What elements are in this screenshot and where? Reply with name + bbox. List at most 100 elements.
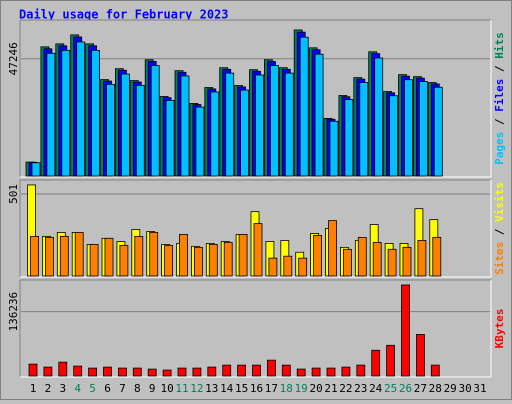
bar xyxy=(223,242,233,277)
bar xyxy=(193,246,203,277)
x-tick-label: 3 xyxy=(59,382,66,395)
y-tick-label: 136236 xyxy=(7,292,20,332)
bar xyxy=(61,50,71,177)
bar xyxy=(58,361,68,377)
bar xyxy=(162,369,172,377)
bar xyxy=(255,74,264,177)
bar xyxy=(404,79,413,177)
legend-separator: / xyxy=(493,112,506,132)
bar xyxy=(356,364,366,377)
bar xyxy=(401,284,410,377)
x-tick-label: 9 xyxy=(149,382,156,395)
bar xyxy=(222,364,232,377)
x-tick-label: 11 xyxy=(175,382,188,395)
x-tick-label: 30 xyxy=(458,382,471,395)
bar xyxy=(59,235,69,277)
bar xyxy=(283,255,293,277)
bar xyxy=(88,367,97,377)
bar xyxy=(177,367,187,377)
bar xyxy=(311,367,321,377)
x-tick-label: 27 xyxy=(414,382,427,395)
bar xyxy=(371,349,381,377)
y-tick-label: 47246 xyxy=(7,42,20,75)
bar xyxy=(357,236,367,277)
bar xyxy=(372,242,382,277)
bar xyxy=(299,36,309,177)
bar xyxy=(119,244,129,277)
x-tick-label: 15 xyxy=(235,382,248,395)
legend-separator: / xyxy=(493,222,506,242)
bar xyxy=(31,162,41,177)
x-tick-label: 18 xyxy=(280,382,293,395)
x-tick-label: 17 xyxy=(265,382,278,395)
legend: Pages / Files / Hits xyxy=(493,32,506,165)
bar xyxy=(313,234,323,277)
bar xyxy=(284,72,294,177)
bar xyxy=(253,223,263,277)
y-tick-label: 501 xyxy=(7,184,20,204)
bar xyxy=(179,233,188,277)
x-tick-label: 23 xyxy=(354,382,367,395)
x-tick-label: 25 xyxy=(384,382,397,395)
bar xyxy=(402,246,412,277)
x-tick-label: 31 xyxy=(473,382,486,395)
x-tick-label: 1 xyxy=(30,382,37,395)
bar xyxy=(149,232,159,277)
bar xyxy=(387,248,397,277)
bar xyxy=(192,367,202,377)
x-tick-label: 7 xyxy=(119,382,126,395)
bar xyxy=(296,368,306,377)
bar xyxy=(165,100,175,177)
x-tick-label: 12 xyxy=(190,382,203,395)
bar xyxy=(225,72,235,177)
x-tick-label: 8 xyxy=(134,382,141,395)
bar xyxy=(344,99,354,177)
bar xyxy=(208,243,218,277)
bar xyxy=(210,91,220,177)
x-tick-label: 22 xyxy=(339,382,352,395)
x-tick-label: 13 xyxy=(205,382,218,395)
bar xyxy=(268,257,278,277)
bar xyxy=(134,235,144,277)
bar xyxy=(132,367,142,377)
bar xyxy=(207,366,217,377)
x-tick-label: 20 xyxy=(309,382,322,395)
bar xyxy=(269,65,279,177)
legend-entry: KBytes xyxy=(493,309,506,349)
x-tick-label: 29 xyxy=(444,382,457,395)
bar xyxy=(326,367,336,377)
bar xyxy=(195,106,205,177)
bar xyxy=(430,364,440,377)
bar xyxy=(433,86,443,177)
legend-separator: / xyxy=(493,59,506,79)
x-tick-label: 14 xyxy=(220,382,234,395)
bar xyxy=(386,344,396,377)
x-tick-label: 28 xyxy=(429,382,442,395)
legend: Sites / Visits xyxy=(493,182,506,275)
bar xyxy=(46,52,56,177)
x-tick-label: 21 xyxy=(324,382,337,395)
x-tick-label: 26 xyxy=(399,382,412,395)
bar xyxy=(89,243,99,277)
legend: KBytes xyxy=(493,309,506,349)
legend-entry: Hits xyxy=(493,32,506,59)
x-tick-label: 16 xyxy=(250,382,263,395)
bar xyxy=(328,220,337,277)
bar xyxy=(415,334,425,377)
x-tick-label: 24 xyxy=(369,382,383,395)
bar xyxy=(314,53,324,177)
bar xyxy=(43,366,53,377)
bar xyxy=(73,365,83,377)
bar xyxy=(342,248,352,277)
bar xyxy=(121,73,130,177)
bar xyxy=(281,364,291,377)
bar xyxy=(106,84,115,177)
bar xyxy=(30,235,39,277)
bar xyxy=(118,367,127,377)
legend-entry: Visits xyxy=(493,182,506,222)
bar xyxy=(240,89,250,177)
chart-title: Daily usage for February 2023 xyxy=(19,8,229,22)
x-tick-label: 4 xyxy=(74,382,81,395)
legend-entry: Pages xyxy=(493,132,506,165)
